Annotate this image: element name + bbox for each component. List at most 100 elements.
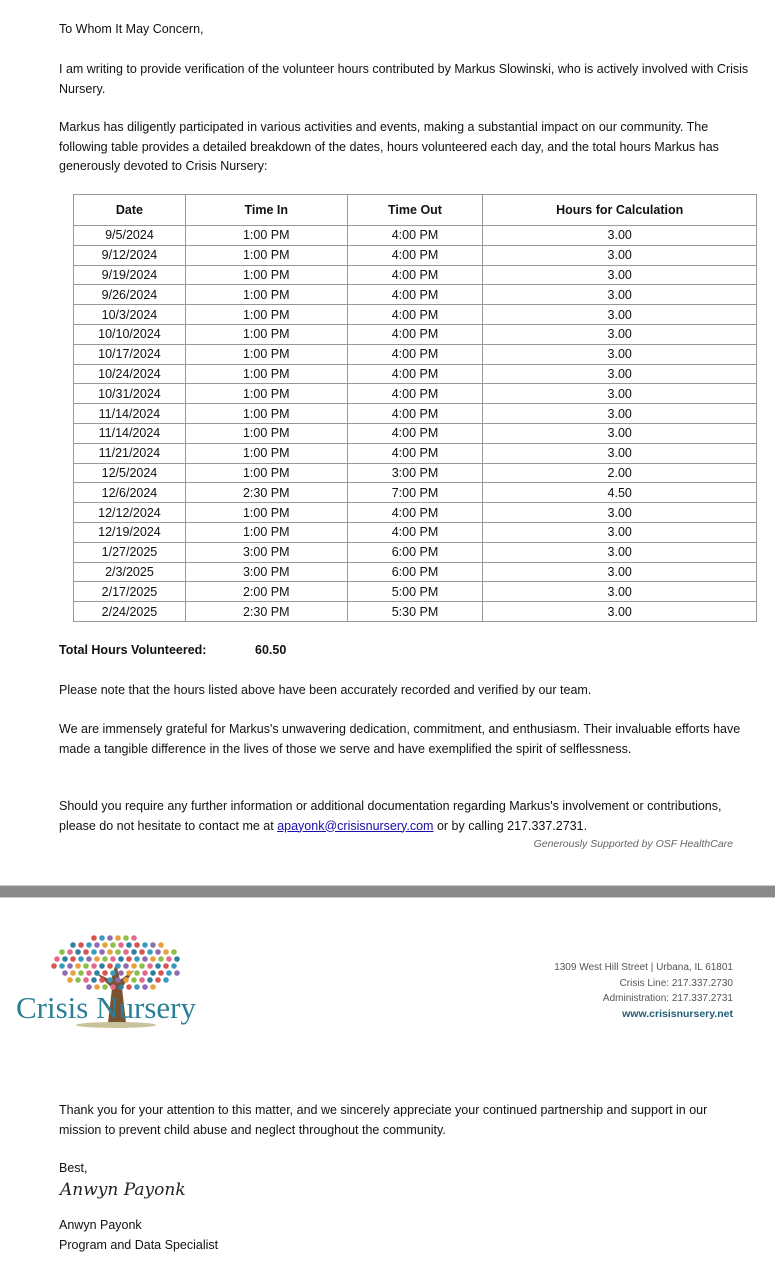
table-row: 9/12/2024 1:00 PM 4:00 PM 3.00 (73, 245, 757, 266)
header-time-in: Time In (184, 194, 348, 226)
cell-hours: 3.00 (482, 245, 757, 266)
table-row: 9/5/2024 1:00 PM 4:00 PM 3.00 (73, 225, 757, 246)
table-row: 12/6/2024 2:30 PM 7:00 PM 4.50 (73, 482, 757, 504)
header-time-out: Time Out (346, 194, 484, 226)
participation-paragraph: Markus has diligently participated in va… (59, 120, 719, 173)
cell-time-in: 1:00 PM (184, 265, 348, 286)
cell-time-in: 1:00 PM (184, 284, 348, 306)
table-row: 11/14/2024 1:00 PM 4:00 PM 3.00 (73, 423, 757, 444)
cell-date: 11/21/2024 (73, 443, 186, 464)
cell-time-out: 4:00 PM (346, 364, 484, 385)
cell-date: 11/14/2024 (73, 403, 186, 424)
cell-time-out: 4:00 PM (346, 265, 484, 286)
cell-time-in: 1:00 PM (184, 423, 348, 444)
cell-time-out: 4:00 PM (346, 522, 484, 543)
cell-time-out: 7:00 PM (346, 482, 484, 504)
cell-time-in: 3:00 PM (184, 542, 348, 563)
cell-date: 12/12/2024 (73, 502, 186, 523)
table-row: 11/21/2024 1:00 PM 4:00 PM 3.00 (73, 443, 757, 464)
cell-date: 9/12/2024 (73, 245, 186, 266)
cell-date: 10/17/2024 (73, 344, 186, 365)
cell-hours: 3.00 (482, 284, 757, 306)
cell-time-out: 4:00 PM (346, 423, 484, 444)
table-row: 11/14/2024 1:00 PM 4:00 PM 3.00 (73, 403, 757, 424)
verification-paragraph: Please note that the hours listed above … (59, 683, 592, 697)
cell-date: 2/24/2025 (73, 601, 186, 622)
cell-time-out: 4:00 PM (346, 383, 484, 405)
cell-time-in: 1:00 PM (184, 344, 348, 365)
hours-table: Date Time In Time Out Hours for Calculat… (73, 194, 757, 622)
table-row: 10/31/2024 1:00 PM 4:00 PM 3.00 (73, 383, 757, 405)
footer-divider (0, 885, 775, 898)
cell-time-in: 2:30 PM (184, 601, 348, 622)
street-address: 1309 West Hill Street | Urbana, IL 61801 (554, 962, 733, 973)
cell-hours: 3.00 (482, 265, 757, 286)
cell-hours: 4.50 (482, 482, 757, 504)
cell-time-out: 4:00 PM (346, 245, 484, 266)
cell-time-in: 1:00 PM (184, 225, 348, 246)
table-row: 10/17/2024 1:00 PM 4:00 PM 3.00 (73, 344, 757, 365)
table-row: 12/5/2024 1:00 PM 3:00 PM 2.00 (73, 463, 757, 484)
cell-time-in: 1:00 PM (184, 383, 348, 405)
cell-time-in: 1:00 PM (184, 463, 348, 484)
table-header-row: Date Time In Time Out Hours for Calculat… (73, 194, 757, 226)
admin-line: Administration: 217.337.2731 (602, 993, 733, 1004)
table-row: 2/17/2025 2:00 PM 5:00 PM 3.00 (73, 581, 757, 603)
cell-time-in: 1:00 PM (184, 364, 348, 385)
signer-name: Anwyn Payonk (59, 1218, 142, 1232)
cell-date: 12/19/2024 (73, 522, 186, 543)
cell-hours: 3.00 (482, 443, 757, 464)
cell-date: 9/26/2024 (73, 284, 186, 306)
table-row: 2/24/2025 2:30 PM 5:30 PM 3.00 (73, 601, 757, 622)
cell-date: 10/31/2024 (73, 383, 186, 405)
cell-date: 1/27/2025 (73, 542, 186, 563)
sponsor-note: Generously Supported by OSF HealthCare (533, 838, 733, 850)
cell-date: 10/3/2024 (73, 304, 186, 325)
cell-date: 9/19/2024 (73, 265, 186, 286)
cell-hours: 3.00 (482, 562, 757, 583)
cell-time-in: 3:00 PM (184, 562, 348, 583)
cell-hours: 3.00 (482, 364, 757, 385)
crisis-nursery-logo-icon (51, 935, 180, 1028)
cell-date: 10/10/2024 (73, 324, 186, 345)
cell-hours: 3.00 (482, 502, 757, 523)
cell-hours: 3.00 (482, 304, 757, 325)
cell-date: 9/5/2024 (73, 225, 186, 246)
total-label: Total Hours Volunteered: (59, 643, 207, 657)
cell-time-in: 2:30 PM (184, 482, 348, 504)
table-row: 12/12/2024 1:00 PM 4:00 PM 3.00 (73, 502, 757, 523)
gratitude-paragraph: We are immensely grateful for Markus's u… (59, 722, 741, 756)
table-row: 10/10/2024 1:00 PM 4:00 PM 3.00 (73, 324, 757, 345)
cell-time-out: 4:00 PM (346, 225, 484, 246)
table-row: 9/26/2024 1:00 PM 4:00 PM 3.00 (73, 284, 757, 306)
cell-hours: 3.00 (482, 344, 757, 365)
signature: Anwyn Payonk (60, 1180, 186, 1200)
table-row: 9/19/2024 1:00 PM 4:00 PM 3.00 (73, 265, 757, 286)
signer-title: Program and Data Specialist (59, 1238, 219, 1252)
contact-text: Should you require any further informati… (59, 799, 722, 833)
total-hours: Total Hours Volunteered: 60.50 (59, 643, 286, 657)
cell-hours: 3.00 (482, 383, 757, 405)
cell-time-in: 1:00 PM (184, 324, 348, 345)
cell-hours: 3.00 (482, 542, 757, 563)
closing: Best, (59, 1161, 88, 1175)
table-row: 10/24/2024 1:00 PM 4:00 PM 3.00 (73, 364, 757, 385)
cell-time-in: 1:00 PM (184, 443, 348, 464)
cell-hours: 3.00 (482, 403, 757, 424)
cell-hours: 3.00 (482, 423, 757, 444)
cell-time-in: 1:00 PM (184, 403, 348, 424)
total-value: 60.50 (255, 643, 287, 657)
cell-date: 10/24/2024 (73, 364, 186, 385)
intro-paragraph: I am writing to provide verification of … (59, 62, 749, 96)
crisis-line: Crisis Line: 217.337.2730 (619, 977, 733, 989)
cell-hours: 3.00 (482, 601, 757, 622)
closing-paragraph: Thank you for your attention to this mat… (59, 1103, 708, 1137)
cell-hours: 3.00 (482, 225, 757, 246)
contact-phone-text: or by calling 217.337.2731. (433, 818, 588, 833)
cell-time-out: 4:00 PM (346, 502, 484, 523)
cell-time-out: 5:30 PM (346, 601, 484, 622)
email-link[interactable]: apayonk@crisisnursery.com (277, 818, 434, 833)
website: www.crisisnursery.net (622, 1007, 733, 1020)
cell-time-in: 2:00 PM (184, 581, 348, 603)
cell-time-out: 6:00 PM (346, 562, 484, 583)
